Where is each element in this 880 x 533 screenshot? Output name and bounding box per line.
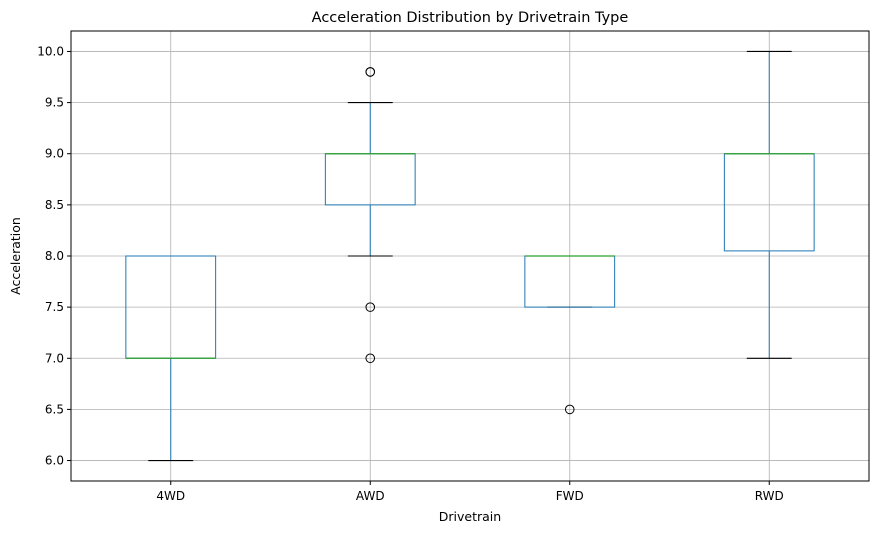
x-axis-label: Drivetrain (439, 509, 501, 524)
y-axis-label: Acceleration (8, 217, 23, 295)
y-tick-label: 10.0 (37, 44, 64, 58)
box-series (125, 50, 815, 462)
y-tick-label: 6.5 (45, 402, 64, 416)
box-group-awd (324, 67, 416, 364)
outlier-point (365, 67, 376, 77)
box-group-rwd (723, 50, 815, 359)
outlier-point (365, 353, 376, 364)
x-tick-label: AWD (356, 489, 385, 503)
x-tick-label: RWD (755, 489, 784, 503)
y-tick-label: 8.5 (45, 198, 64, 212)
axis-ticks: 6.0 6.5 7.0 7.5 8.0 8.5 9.0 9.5 10.0 4WD AWD FWD RWD (37, 44, 783, 503)
box-group-fwd (524, 255, 616, 415)
y-tick-label: 8.0 (45, 249, 64, 263)
box-group-4wd (125, 255, 217, 462)
y-tick-label: 6.0 (45, 454, 64, 468)
chart-title: Acceleration Distribution by Drivetrain … (312, 10, 629, 26)
outlier-point (365, 302, 376, 312)
y-tick-label: 7.0 (45, 351, 64, 365)
y-tick-label: 9.5 (45, 96, 64, 110)
x-tick-label: 4WD (156, 489, 185, 503)
y-tick-label: 7.5 (45, 300, 64, 314)
outlier-point (564, 404, 575, 415)
x-tick-label: FWD (556, 489, 584, 503)
y-tick-label: 9.0 (45, 147, 64, 161)
